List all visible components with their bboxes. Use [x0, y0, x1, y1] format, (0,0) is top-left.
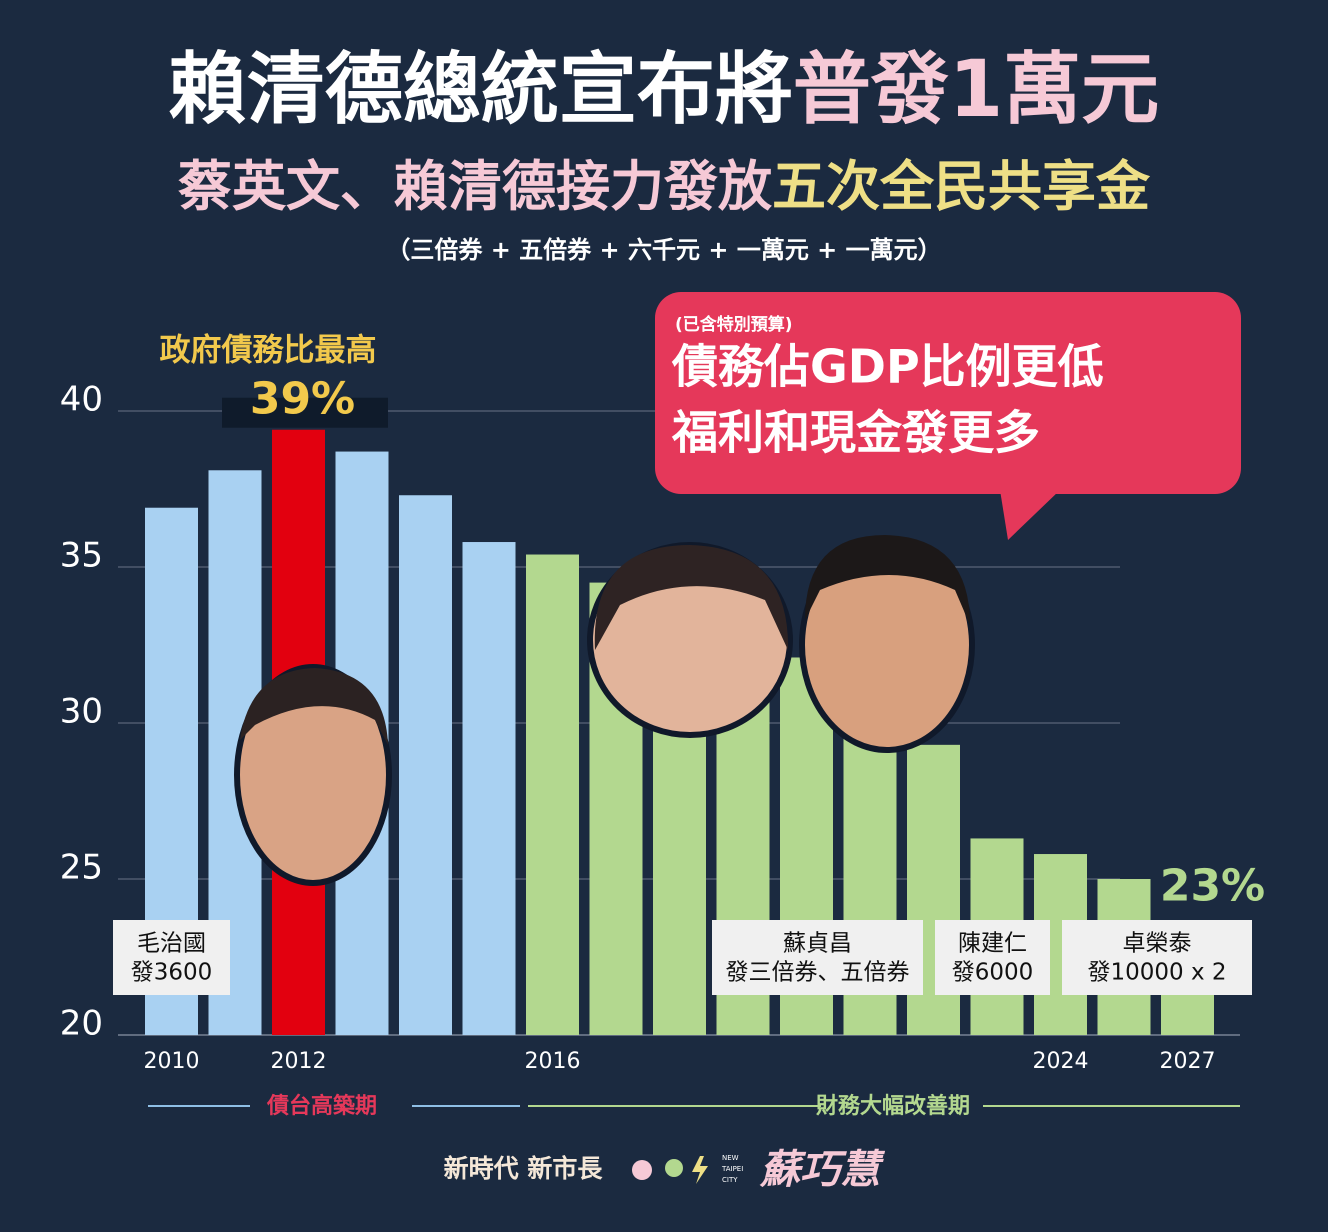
bar	[526, 554, 579, 1035]
footer: 新時代 新市長 NEW TAIPEI CITY 蘇巧慧	[444, 1147, 886, 1193]
y-tick-label: 20	[60, 1004, 103, 1044]
subtitle: 蔡英文、賴清德接力發放五次全民共享金	[178, 155, 1151, 218]
subtitle-highlight: 五次全民共享金	[772, 155, 1151, 218]
bar	[462, 542, 516, 1035]
title: 賴清德總統宣布將普發1萬元	[169, 45, 1159, 135]
callout-note: (已含特別預算)	[675, 314, 793, 335]
footer-city: NEW	[722, 1154, 739, 1162]
icon	[692, 1156, 708, 1184]
name-box-text: 陳建仁	[958, 931, 1027, 957]
x-tick-label: 2010	[144, 1049, 200, 1074]
portrait-hair	[594, 545, 789, 650]
footer-city: CITY	[722, 1176, 738, 1184]
period-label: 財務大幅改善期	[816, 1093, 970, 1119]
value-label-bg	[222, 397, 388, 428]
name-box-text: 發10000 x 2	[1087, 960, 1226, 986]
faces	[234, 535, 975, 886]
name-box	[935, 920, 1050, 995]
footer-slogan: 新時代 新市長	[444, 1154, 604, 1183]
portrait-hair	[805, 535, 970, 625]
callout-line: 福利和現金發更多	[671, 406, 1040, 460]
y-tick-label: 25	[60, 848, 103, 888]
peak-label: 政府債務比最高	[160, 333, 377, 369]
x-tick-label: 2016	[525, 1049, 581, 1074]
x-tick-label: 2027	[1160, 1049, 1216, 1074]
name-box-text: 發3600	[131, 960, 213, 986]
portrait	[234, 664, 392, 886]
icon	[632, 1160, 652, 1180]
callout: (已含特別預算) 債務佔GDP比例更低 福利和現金發更多	[655, 292, 1241, 540]
y-tick-label: 35	[60, 536, 103, 576]
callout-line: 債務佔GDP比例更低	[671, 340, 1104, 394]
subtitle-part: 蔡英文、賴清德接力發放	[178, 155, 772, 218]
bar	[399, 495, 452, 1035]
icon	[665, 1159, 683, 1177]
footer-city: TAIPEI	[721, 1165, 743, 1173]
name-box	[113, 920, 230, 995]
value-label: 39%	[250, 374, 355, 425]
callout-box	[655, 292, 1241, 494]
callout-tail	[1000, 490, 1060, 540]
overlay: 2010 2012 39% 2016 2024 2027 23% 政府債務比最高毛治國發360…	[113, 333, 1265, 1119]
name-box-text: 毛治國	[137, 931, 206, 957]
name-box	[1062, 920, 1252, 995]
title-highlight: 普發1萬元	[793, 45, 1159, 135]
name-box-text: 蘇貞昌	[783, 931, 852, 957]
y-tick-label: 30	[60, 692, 103, 732]
title-part: 賴清德總統宣布將	[169, 45, 793, 135]
name-box-text: 發三倍券、五倍券	[726, 960, 910, 986]
note: （三倍券 + 五倍券 + 六千元 + 一萬元 + 一萬元）	[386, 236, 941, 264]
name-box	[712, 920, 923, 995]
portrait-hair	[240, 668, 388, 745]
x-tick-label: 2024	[1033, 1049, 1089, 1074]
period-label: 債台高築期	[266, 1093, 377, 1119]
name-box-text: 發6000	[952, 960, 1034, 986]
footer-name: 蘇巧慧	[759, 1147, 886, 1193]
x-tick-label: 2012	[271, 1049, 327, 1074]
name-box-text: 卓榮泰	[1123, 931, 1192, 957]
y-tick-label: 40	[60, 380, 103, 420]
value-label: 23%	[1160, 860, 1265, 911]
